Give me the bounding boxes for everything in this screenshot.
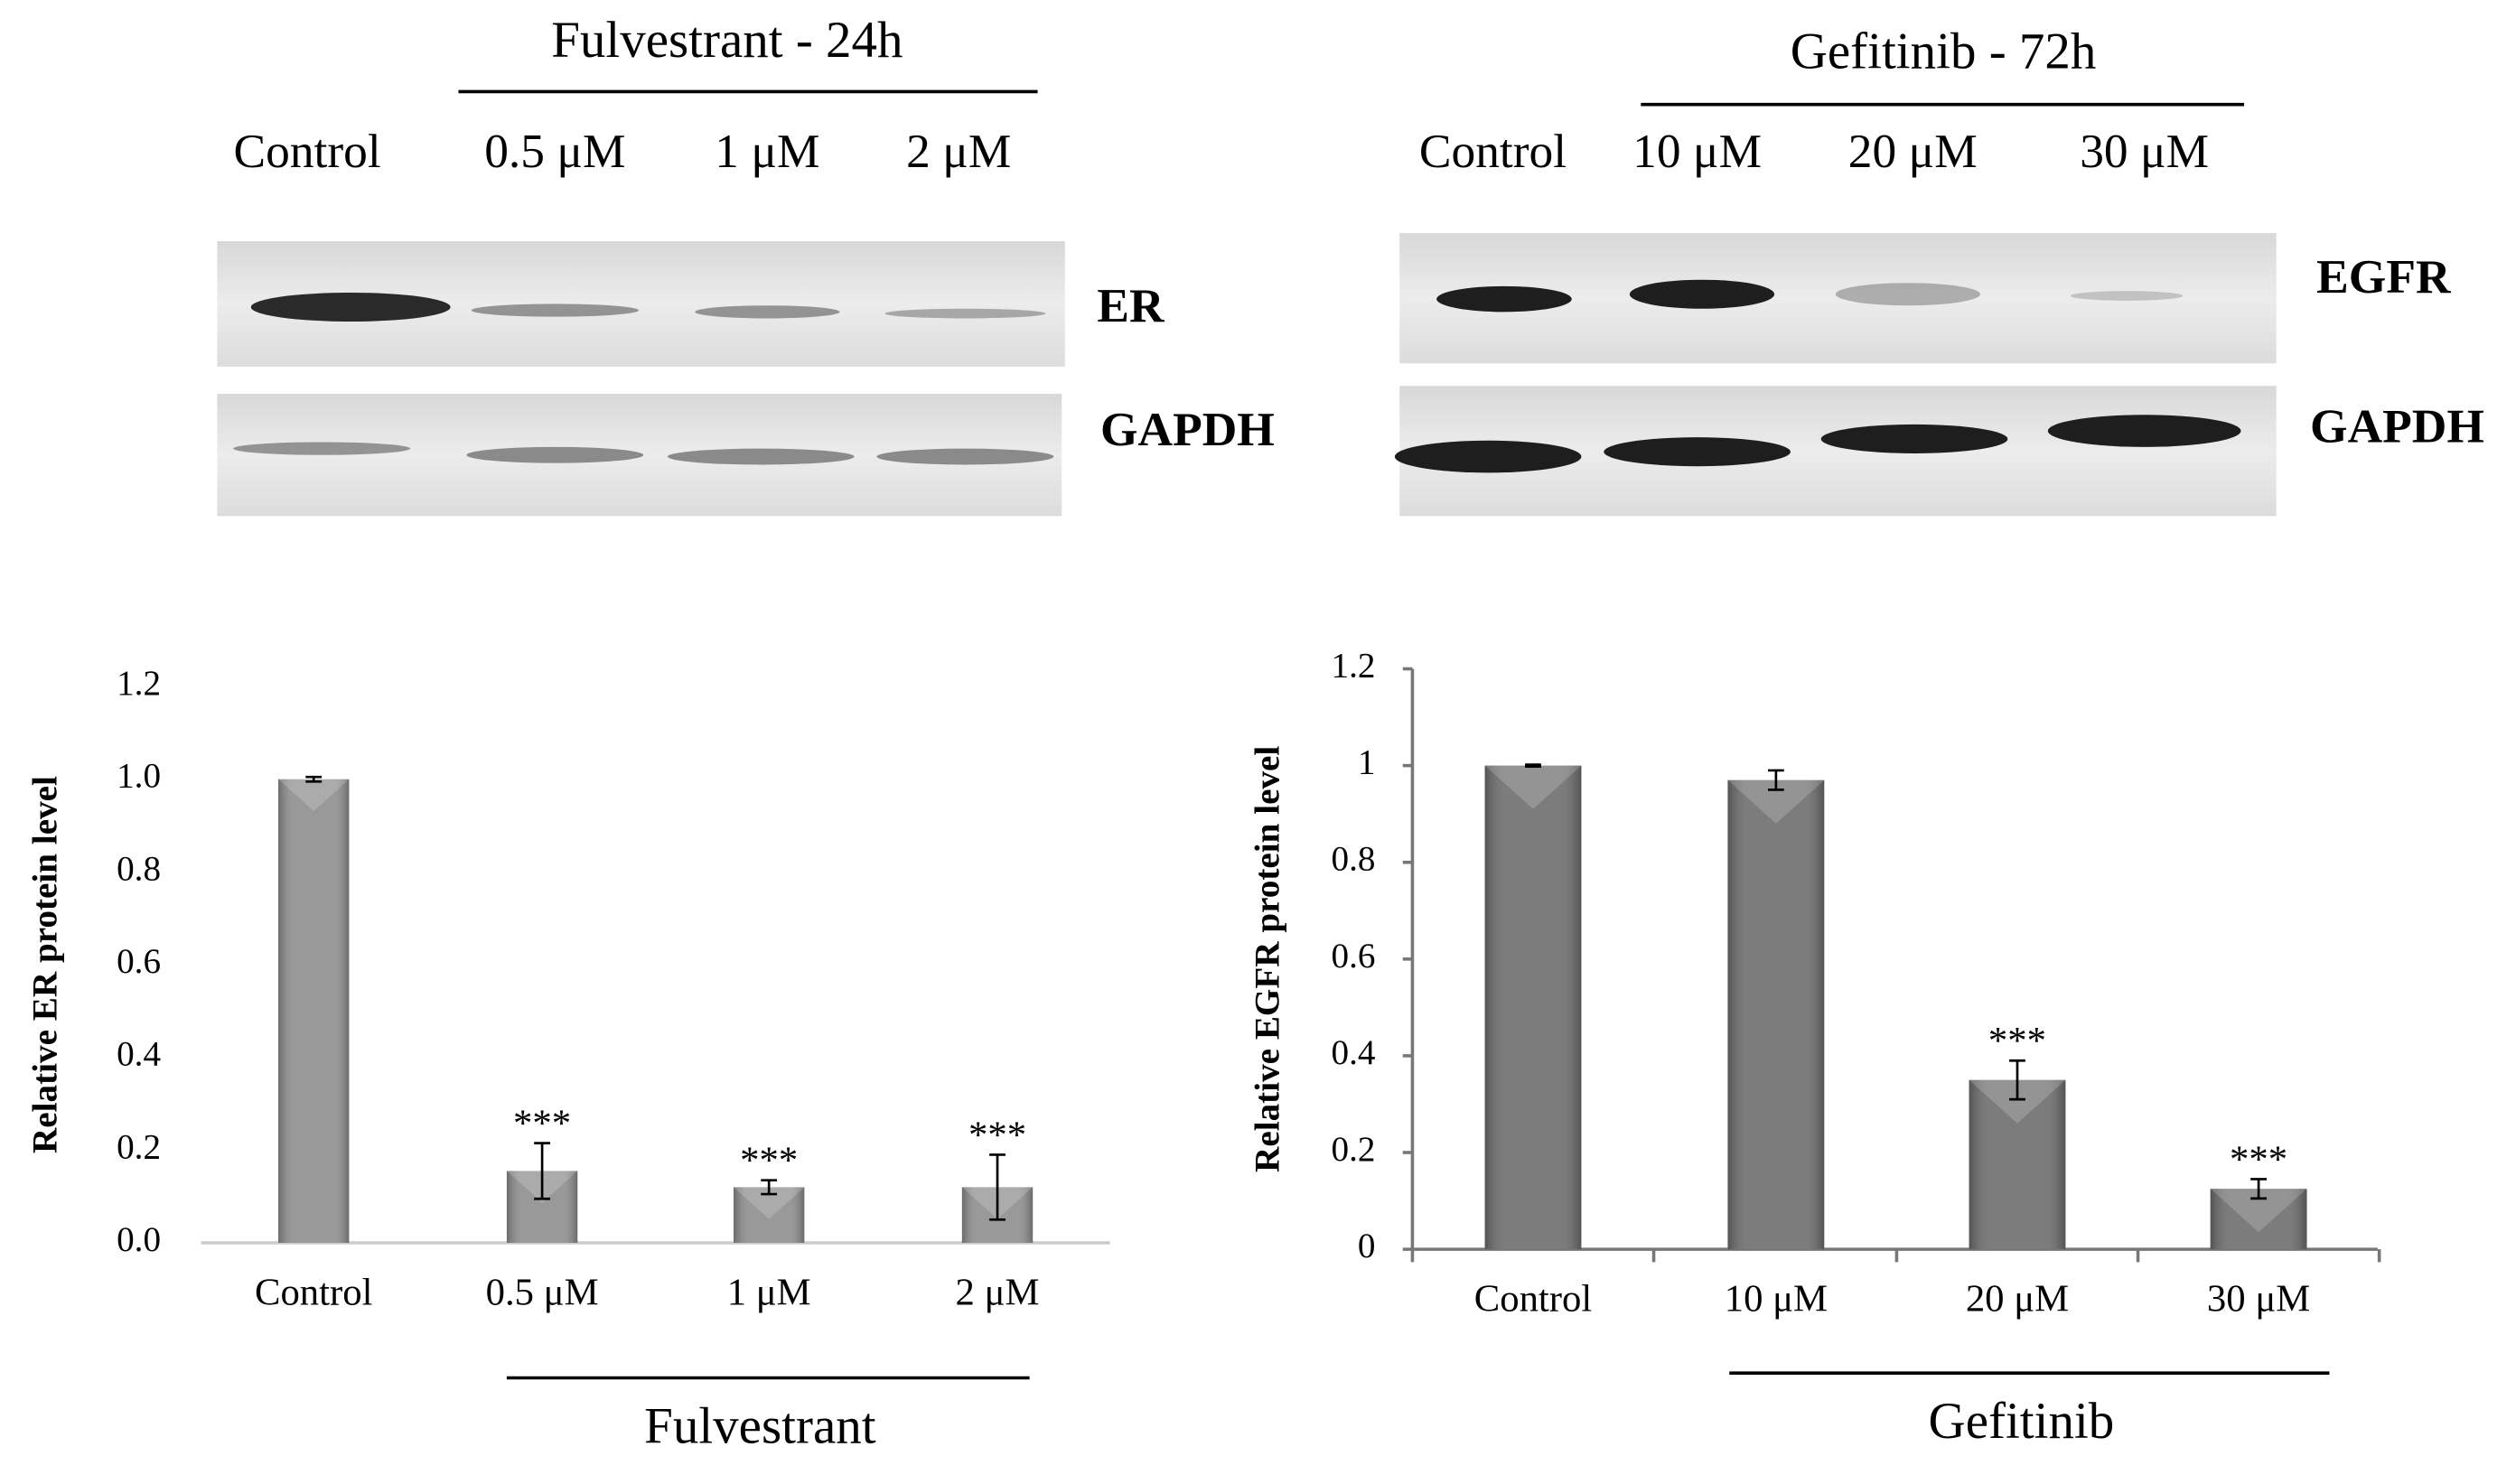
bar-shade — [1969, 1079, 2066, 1250]
y-tick-label: 0.6 — [1332, 937, 1376, 975]
y-tick-label: 0.8 — [1332, 840, 1376, 879]
bar-bevel — [1484, 765, 1582, 809]
bar-bevel — [733, 1187, 805, 1219]
lane-label: Control — [233, 124, 380, 178]
bar-shade — [1484, 765, 1582, 1250]
x-tick-label: 10 μM — [1725, 1278, 1828, 1321]
significance: *** — [513, 1103, 571, 1145]
protein-label: GAPDH — [2310, 398, 2484, 453]
y-tick-label: 0.4 — [117, 1035, 161, 1074]
y-tick-label: 0.2 — [1332, 1130, 1376, 1169]
lane-label: 20 μM — [1848, 124, 1978, 178]
protein-label: EGFR — [2316, 249, 2452, 303]
significance: *** — [2230, 1138, 2287, 1181]
x-tick-label: 2 μM — [956, 1272, 1040, 1314]
significance: *** — [968, 1114, 1026, 1156]
y-tick-label: 0.4 — [1332, 1033, 1376, 1072]
y-tick-label: 1.2 — [117, 664, 161, 703]
blot-title: Gefitinib - 72h — [1791, 23, 2097, 79]
x-tick-label: 1 μM — [727, 1272, 811, 1314]
lane-label: 2 μM — [906, 124, 1011, 178]
y-tick-label: 1.2 — [1332, 646, 1376, 685]
x-tick-label: Control — [255, 1272, 373, 1314]
y-tick-label: 0.2 — [117, 1127, 161, 1166]
significance: *** — [740, 1140, 798, 1182]
significance: *** — [1988, 1020, 2046, 1062]
y-axis-label: Relative EGFR protein level — [1249, 746, 1287, 1172]
y-tick-label: 1.0 — [117, 757, 161, 796]
lane-label: Control — [1419, 124, 1567, 178]
x-tick-label: 20 μM — [1966, 1278, 2069, 1321]
bar-shade — [278, 779, 350, 1243]
x-tick-label: 0.5 μM — [486, 1272, 599, 1314]
bar-bevel — [2210, 1189, 2307, 1233]
y-tick-label: 0 — [1358, 1227, 1376, 1265]
x-tick-label: 30 μM — [2207, 1278, 2310, 1321]
protein-label: GAPDH — [1100, 402, 1275, 456]
lane-label: 10 μM — [1632, 124, 1762, 178]
y-axis-label: Relative ER protein level — [25, 776, 64, 1153]
bands — [1394, 279, 2241, 473]
protein-label: ER — [1097, 278, 1165, 332]
bar-bevel — [1727, 779, 1825, 824]
bands — [233, 292, 1054, 465]
blot-title: Fulvestrant - 24h — [551, 12, 903, 69]
y-tick-label: 0.8 — [117, 849, 161, 888]
y-tick-label: 1 — [1358, 743, 1376, 782]
bar-shade — [733, 1187, 805, 1243]
bar-bevel — [278, 779, 350, 811]
group-label: Fulvestrant — [644, 1397, 876, 1454]
y-tick-label: 0.0 — [117, 1220, 161, 1259]
y-tick-label: 0.6 — [117, 942, 161, 981]
lane-label: 30 μM — [2080, 124, 2209, 178]
x-tick-label: Control — [1474, 1278, 1593, 1321]
bar-shade — [1727, 779, 1825, 1250]
group-label: Gefitinib — [1929, 1393, 2115, 1450]
lane-label: 1 μM — [715, 124, 819, 178]
bar-bevel — [1969, 1079, 2066, 1124]
lane-label: 0.5 μM — [484, 124, 625, 178]
